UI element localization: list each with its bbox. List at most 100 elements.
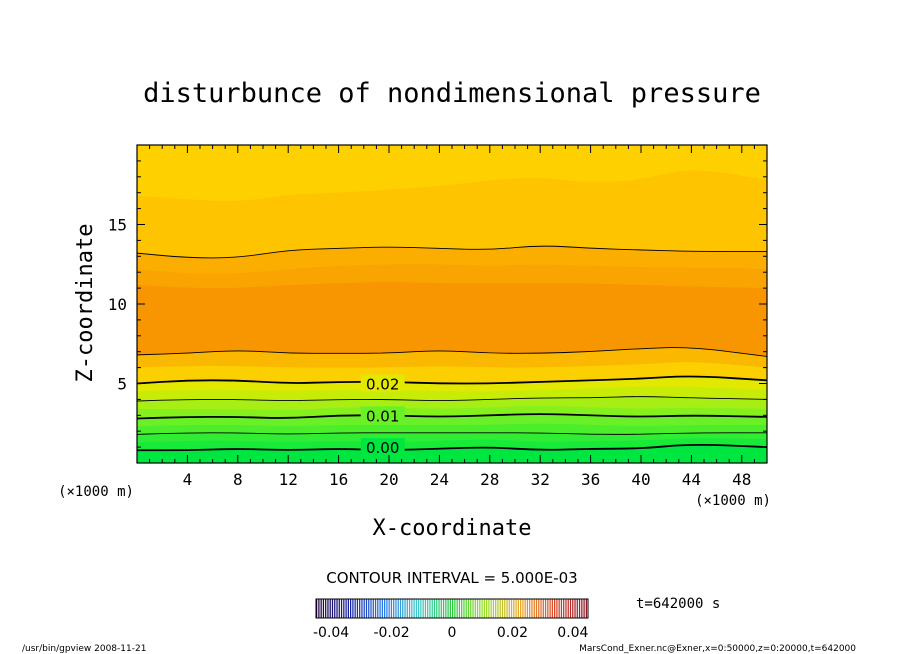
colorbar-stripe xyxy=(318,599,320,618)
colorbar-stripe xyxy=(583,599,585,618)
y-tick-label: 5 xyxy=(117,375,127,394)
colorbar-stripe xyxy=(395,599,397,618)
colorbar-tick-label: -0.02 xyxy=(373,625,409,641)
colorbar-stripe xyxy=(381,599,383,618)
x-tick-label: 8 xyxy=(233,470,243,489)
colorbar-stripe xyxy=(508,599,510,618)
colorbar-stripe xyxy=(354,599,356,618)
contour-line-0.015 xyxy=(137,396,767,402)
colorbar-stripe xyxy=(504,599,506,618)
colorbar-stripe xyxy=(452,599,454,618)
colorbar-stripe xyxy=(370,599,372,618)
colorbar-stripe xyxy=(361,599,363,618)
colorbar-stripe xyxy=(497,599,499,618)
colorbar-stripe xyxy=(467,599,470,618)
colorbar-stripe xyxy=(510,599,513,618)
colorbar-stripe xyxy=(529,599,531,618)
contour-label: 0.01 xyxy=(366,407,399,425)
x-tick-label: 36 xyxy=(581,470,600,489)
colorbar-stripe xyxy=(436,599,438,618)
colorbar-stripe xyxy=(343,599,345,618)
colorbar-stripe xyxy=(390,599,393,618)
colorbar-stripe xyxy=(415,599,417,618)
colorbar-stripe xyxy=(427,599,429,618)
colorbar-stripe xyxy=(531,599,533,618)
y-axis-label: Z-coordinate xyxy=(73,224,98,383)
colorbar-stripe xyxy=(404,599,406,618)
x-tick-label: 16 xyxy=(329,470,348,489)
colorbar-stripe xyxy=(368,599,370,618)
contour-line-0.010 xyxy=(137,413,767,420)
x-tick-label: 48 xyxy=(732,470,751,489)
colorbar-stripe xyxy=(506,599,508,618)
colorbar-stripe xyxy=(345,599,347,618)
colorbar-stripe xyxy=(322,599,325,618)
colorbar-stripe xyxy=(456,599,458,618)
colorbar-stripe xyxy=(327,599,329,618)
colorbar-stripe xyxy=(540,599,542,618)
colorbar-stripe xyxy=(465,599,467,618)
colorbar-stripe xyxy=(578,599,581,618)
colorbar-stripe xyxy=(535,599,538,618)
colorbar-stripe xyxy=(365,599,368,618)
colorbar-stripe xyxy=(513,599,515,618)
colorbar-stripe xyxy=(544,599,547,618)
x-tick-label: 20 xyxy=(379,470,398,489)
y-unit-label: (×1000 m) xyxy=(58,484,134,500)
footer-left: /usr/bin/gpview 2008-11-21 xyxy=(22,644,146,654)
colorbar-stripe xyxy=(479,599,481,618)
colorbar-stripe xyxy=(374,599,377,618)
colorbar-stripe xyxy=(547,599,549,618)
colorbar-tick-label: 0 xyxy=(448,625,457,641)
colorbar-stripe xyxy=(359,599,361,618)
colorbar-stripe xyxy=(413,599,415,618)
contour-label: 0.00 xyxy=(366,439,399,457)
contour-label: 0.02 xyxy=(366,376,399,394)
colorbar-stripe xyxy=(492,599,495,618)
colorbar-stripe xyxy=(576,599,578,618)
colorbar-stripe xyxy=(554,599,556,618)
colorbar-stripe xyxy=(325,599,327,618)
colorbar-stripe xyxy=(458,599,461,618)
x-tick-label: 12 xyxy=(279,470,298,489)
colorbar-stripe xyxy=(433,599,436,618)
colorbar-stripe xyxy=(411,599,413,618)
colorbar-stripe xyxy=(501,599,504,618)
y-tick-label: 10 xyxy=(108,295,127,314)
time-label: t=642000 s xyxy=(636,596,720,612)
colorbar-stripe xyxy=(393,599,395,618)
colorbar-stripe xyxy=(551,599,553,618)
colorbar-stripe xyxy=(558,599,560,618)
colorbar: -0.04 -0.02 0 0.02 0.04 xyxy=(313,598,589,641)
colorbar-stripe xyxy=(481,599,483,618)
contour-fill-layer: 0.02 0.01 0.00 xyxy=(137,145,767,463)
contour-interval-text: CONTOUR INTERVAL = 5.000E-03 xyxy=(326,569,577,587)
colorbar-stripe xyxy=(449,599,451,618)
colorbar-stripe xyxy=(585,599,587,618)
colorbar-stripe xyxy=(569,599,572,618)
colorbar-stripe xyxy=(386,599,388,618)
colorbar-stripe xyxy=(384,599,386,618)
colorbar-stripe xyxy=(408,599,411,618)
contour-label-gap xyxy=(360,406,405,424)
contour-label-gap xyxy=(360,374,405,392)
colorbar-stripe xyxy=(399,599,402,618)
colorbar-stripe xyxy=(581,599,583,618)
colorbar-stripe xyxy=(472,599,474,618)
colorbar-stripe xyxy=(347,599,349,618)
contour-line-0.030 xyxy=(137,245,767,259)
colorbar-stripe xyxy=(356,599,359,618)
colorbar-stripe xyxy=(372,599,374,618)
colorbar-stripe xyxy=(520,599,522,618)
colorbar-stripe xyxy=(490,599,492,618)
colorbar-stripe xyxy=(454,599,456,618)
colorbar-stripe xyxy=(340,599,343,618)
colorbar-stripe xyxy=(567,599,569,618)
colorbar-stripe xyxy=(334,599,336,618)
colorbar-stripe xyxy=(406,599,408,618)
colorbar-stripe xyxy=(424,599,427,618)
colorbar-stripe xyxy=(397,599,399,618)
x-tick-label: 4 xyxy=(183,470,193,489)
